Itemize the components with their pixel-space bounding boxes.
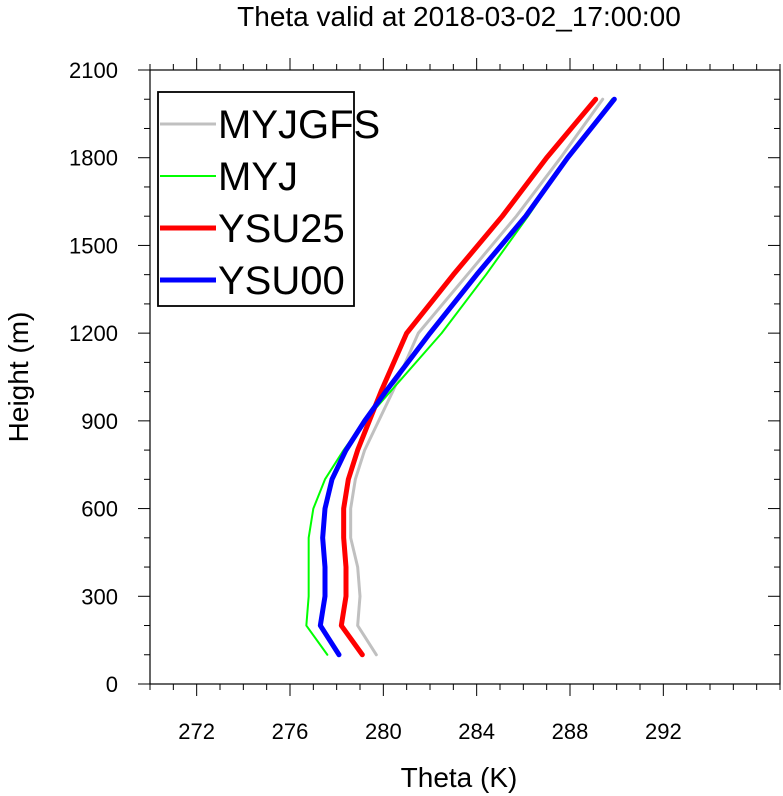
legend-items: MYJGFS MYJ YSU25 YSU00 — [160, 103, 380, 303]
legend-label-myjgfs: MYJGFS — [218, 103, 380, 147]
y-tick-label: 0 — [106, 672, 118, 697]
legend-label-myj: MYJ — [218, 155, 298, 199]
x-tick-label: 284 — [458, 719, 495, 744]
chart-title: Theta valid at 2018-03-02_17:00:00 — [237, 1, 681, 32]
y-tick-label: 1500 — [69, 233, 118, 258]
y-axis-label: Height (m) — [3, 312, 34, 443]
y-tick-label: 1800 — [69, 146, 118, 171]
x-tick-label: 272 — [178, 719, 215, 744]
y-tick-label: 300 — [81, 584, 118, 609]
x-tick-label: 276 — [272, 719, 309, 744]
y-tick-label: 600 — [81, 497, 118, 522]
x-tick-label: 280 — [365, 719, 402, 744]
series-line-ysu25 — [338, 96, 599, 658]
series-lines — [305, 96, 617, 658]
legend-label-ysu00: YSU00 — [218, 259, 345, 303]
plot-frame — [149, 69, 781, 685]
x-axis-label: Theta (K) — [401, 762, 518, 793]
legend-label-ysu25: YSU25 — [218, 207, 345, 251]
series-line-myjgfs — [349, 97, 605, 657]
y-tick-label: 1200 — [69, 321, 118, 346]
tick-labels: 272 276 280 284 288 292 0 300 600 900 1200 1500 1800… — [69, 58, 682, 744]
y-tick-label: 900 — [81, 409, 118, 434]
x-tick-label: 292 — [645, 719, 682, 744]
legend: MYJGFS MYJ YSU25 YSU00 — [157, 91, 380, 307]
y-tick-label: 2100 — [69, 58, 118, 83]
series-line-ysu00 — [317, 96, 617, 658]
legend-box — [157, 91, 355, 307]
axis-ticks — [138, 58, 781, 696]
x-tick-label: 288 — [552, 719, 589, 744]
